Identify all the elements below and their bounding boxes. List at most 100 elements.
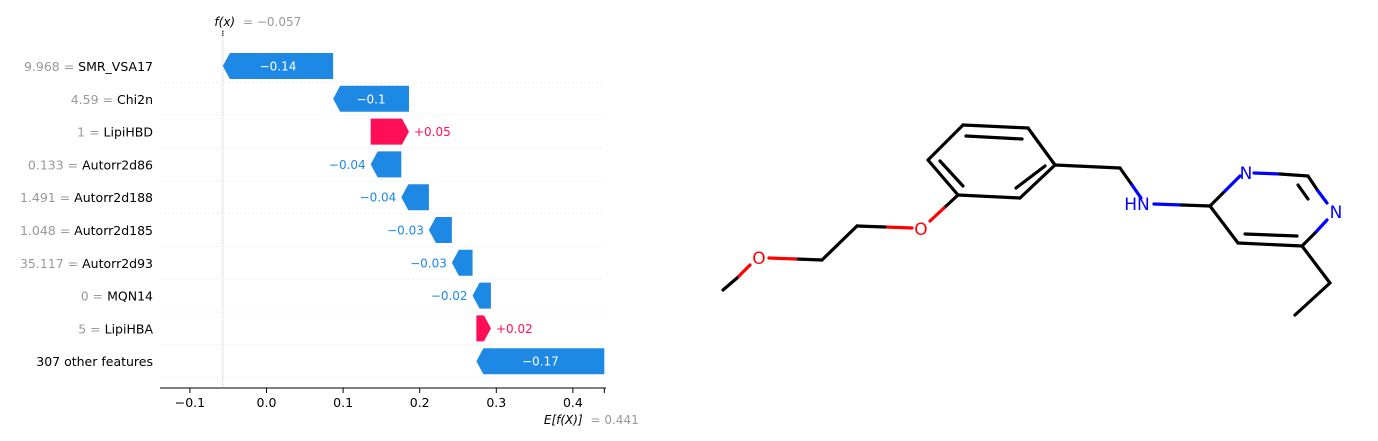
bond (1306, 174, 1320, 193)
feature-value: 1.491 = (20, 190, 74, 205)
feature-label: 0 = MQN14 (81, 289, 153, 304)
feature-label: 307 other features (36, 354, 153, 369)
bond (1300, 231, 1317, 248)
feature-name: Chi2n (117, 92, 153, 107)
feature-value: 1 = (77, 125, 103, 140)
x-tick-label: 0.3 (486, 395, 506, 410)
feature-value: 9.968 = (24, 59, 78, 74)
waterfall-bar (333, 85, 409, 112)
efx-label-value: = 0.441 (590, 413, 638, 427)
bond (942, 193, 960, 210)
feature-name: 307 other features (36, 354, 153, 369)
bar-value-label: −0.02 (431, 289, 468, 303)
feature-label: 1.048 = Autorr2d185 (20, 223, 153, 238)
molecule-structure: O O HN N N (721, 123, 1343, 317)
feature-label: 9.968 = SMR_VSA17 (24, 59, 153, 74)
feature-name: MQN14 (107, 289, 153, 304)
fx-label-value: = −0.057 (243, 15, 301, 29)
feature-label: 35.117 = Autorr2d93 (20, 256, 153, 271)
bond (926, 158, 960, 197)
bond (928, 206, 946, 223)
waterfall-bar (370, 151, 402, 178)
x-tick-label: −0.1 (175, 395, 205, 410)
bar-value-label: +0.02 (496, 322, 533, 336)
bond (1208, 189, 1227, 208)
bond (794, 257, 824, 262)
bond (1118, 166, 1134, 187)
feature-value: 4.59 = (71, 92, 117, 107)
bar-value-label: −0.03 (410, 256, 447, 270)
feature-name: LipiHBA (105, 321, 154, 336)
x-tick-label: 0.0 (257, 395, 277, 410)
bond (855, 224, 887, 229)
feature-label: 4.59 = Chi2n (71, 92, 153, 107)
atom-label-nitrogen: N (1330, 203, 1343, 223)
bar-value-label: −0.1 (356, 92, 385, 106)
waterfall-bar (472, 282, 491, 309)
shap-waterfall-chart: f(x) = −0.057 −0.14−0.1+0.05−0.04−0.04−0… (20, 15, 639, 427)
x-axis: −0.1 0.0 0.1 0.2 0.3 0.4 (160, 387, 606, 410)
atom-label-oxygen: O (752, 249, 765, 269)
bond (1152, 202, 1184, 207)
bond (1278, 172, 1310, 178)
feature-name: Autorr2d93 (82, 256, 153, 271)
bond (926, 123, 965, 162)
bond (1313, 218, 1329, 235)
bond (1252, 171, 1282, 176)
bond (956, 193, 1022, 200)
bond (1300, 244, 1332, 285)
waterfall-bar (401, 184, 429, 211)
bond-inner (964, 134, 1024, 141)
feature-name: Autorr2d185 (74, 223, 153, 238)
bar-value-label: +0.05 (414, 125, 451, 139)
bond (1208, 204, 1240, 245)
efx-label: E[f(X)] = 0.441 (544, 413, 639, 427)
fx-label: f(x) = −0.057 (214, 15, 301, 29)
bar-value-label: −0.04 (360, 191, 397, 205)
fx-label-name: f(x) (214, 15, 235, 29)
feature-labels: 9.968 = SMR_VSA17 4.59 = Chi2n 1 = LipiHBD… (20, 59, 153, 369)
feature-label: 5 = LipiHBA (78, 321, 153, 336)
waterfall-bar (370, 118, 409, 145)
feature-value: 35.117 = (20, 256, 82, 271)
feature-name: Autorr2d188 (74, 190, 153, 205)
bond (1053, 163, 1122, 170)
bar-value-label: −0.03 (387, 224, 424, 238)
bar-value-label: −0.04 (329, 158, 366, 172)
feature-label: 0.133 = Autorr2d86 (28, 157, 153, 172)
bond (1293, 281, 1332, 317)
atom-label-oxygen: O (914, 220, 927, 240)
efx-label-name: E[f(X)] (544, 413, 583, 427)
waterfall-bar (451, 249, 473, 276)
feature-name: LipiHBD (104, 125, 153, 140)
bond (735, 263, 752, 280)
bond-inner (1014, 164, 1047, 190)
bond (820, 224, 859, 262)
feature-name: SMR_VSA17 (78, 59, 153, 74)
bond (721, 276, 739, 292)
bond (1236, 241, 1304, 248)
x-tick-label: 0.2 (410, 395, 430, 410)
feature-value: 5 = (78, 321, 104, 336)
bond (1180, 203, 1212, 208)
bar-value-label: −0.14 (260, 60, 297, 74)
bond-inner (938, 159, 965, 188)
waterfall-bar (428, 217, 452, 243)
feature-name: Autorr2d86 (82, 157, 153, 172)
feature-label: 1.491 = Autorr2d188 (20, 190, 153, 205)
bond-inner (1243, 232, 1299, 238)
bond (767, 256, 798, 261)
atom-label-amine: HN (1124, 195, 1150, 215)
waterfall-bars: −0.14 −0.1 +0.05 −0.04 −0.04 −0.03 −0.03 −0.02 +… (222, 53, 605, 375)
x-tick-label: 0.4 (563, 395, 583, 410)
feature-value: 1.048 = (20, 223, 74, 238)
bar-value-label: −0.17 (522, 355, 559, 369)
atom-label-nitrogen: N (1240, 164, 1253, 184)
feature-label: 1 = LipiHBD (77, 125, 153, 140)
bond (1018, 163, 1057, 200)
waterfall-bar (476, 348, 605, 375)
bond (883, 225, 914, 230)
bond (961, 123, 1030, 130)
bond (1026, 126, 1057, 167)
feature-value: 0.133 = (28, 157, 82, 172)
